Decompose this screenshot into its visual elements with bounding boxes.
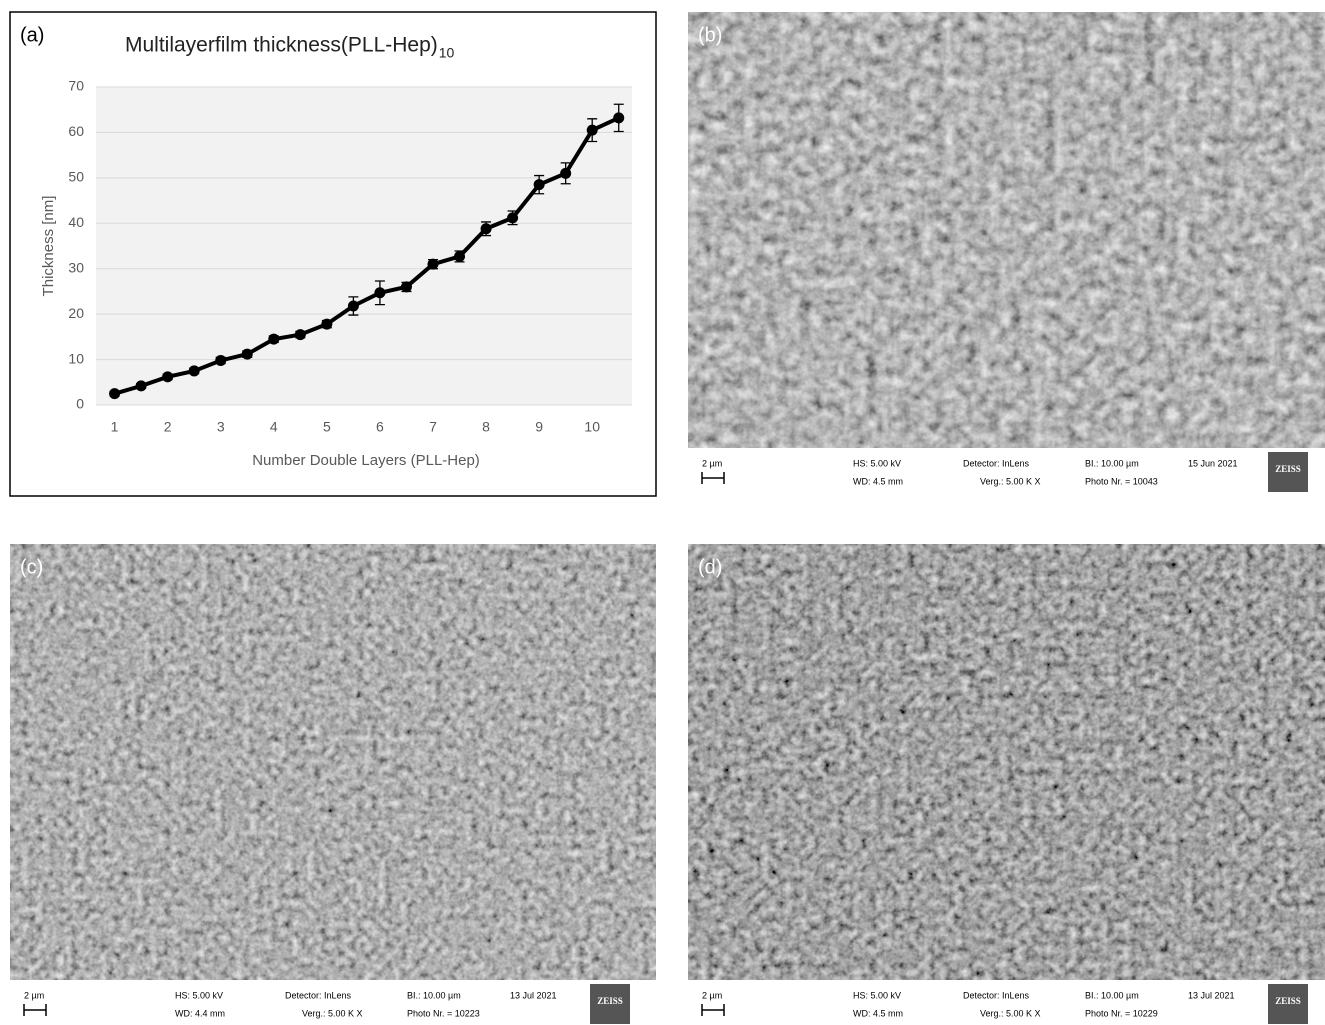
data-point bbox=[241, 348, 253, 360]
logo: ZEISS bbox=[597, 996, 623, 1006]
info-detector: Detector: InLens bbox=[963, 990, 1030, 1000]
y-tick-label: 60 bbox=[68, 123, 84, 139]
scale-label: 2 µm bbox=[702, 458, 722, 468]
y-tick-label: 40 bbox=[68, 214, 84, 230]
info-bi: BI.: 10.00 µm bbox=[1085, 990, 1139, 1000]
info-photo: Photo Nr. = 10229 bbox=[1085, 1008, 1158, 1018]
data-point bbox=[268, 333, 280, 345]
sem-image bbox=[10, 544, 656, 980]
panel-label: (b) bbox=[698, 24, 722, 46]
y-tick-label: 30 bbox=[68, 259, 84, 275]
scale-bar bbox=[23, 1004, 47, 1016]
info-hs: HS: 5.00 kV bbox=[853, 990, 901, 1000]
x-axis-label: Number Double Layers (PLL-Hep) bbox=[252, 452, 480, 469]
sem-image bbox=[688, 544, 1325, 980]
y-tick-label: 0 bbox=[76, 396, 84, 412]
x-tick-label: 9 bbox=[535, 419, 543, 435]
data-point bbox=[533, 179, 545, 191]
data-point bbox=[215, 354, 227, 366]
scale-bar bbox=[701, 1004, 725, 1016]
y-tick-label: 70 bbox=[68, 78, 84, 94]
scale-label: 2 µm bbox=[702, 990, 722, 1000]
x-tick-label: 4 bbox=[270, 419, 278, 435]
x-tick-label: 5 bbox=[323, 419, 331, 435]
info-bi: BI.: 10.00 µm bbox=[407, 990, 461, 1000]
x-tick-label: 3 bbox=[217, 419, 225, 435]
data-point bbox=[188, 365, 200, 377]
data-point bbox=[586, 124, 598, 136]
logo: ZEISS bbox=[1275, 464, 1301, 474]
x-tick-label: 7 bbox=[429, 419, 437, 435]
x-tick-label: 1 bbox=[111, 419, 119, 435]
logo: ZEISS bbox=[1275, 996, 1301, 1006]
y-tick-label: 10 bbox=[68, 350, 84, 366]
info-wd: WD: 4.5 mm bbox=[853, 476, 903, 486]
panel-label: (c) bbox=[20, 556, 43, 578]
x-tick-label: 10 bbox=[584, 419, 600, 435]
info-verg: Verg.: 5.00 K X bbox=[302, 1008, 363, 1018]
info-date: 13 Jul 2021 bbox=[1188, 990, 1235, 1000]
info-bi: BI.: 10.00 µm bbox=[1085, 458, 1139, 468]
data-point bbox=[347, 300, 359, 312]
data-point bbox=[613, 112, 625, 124]
panel-label: (d) bbox=[698, 556, 722, 578]
data-point bbox=[162, 371, 174, 383]
logo-box bbox=[1268, 452, 1308, 492]
y-tick-label: 50 bbox=[68, 169, 84, 185]
data-point bbox=[454, 250, 466, 262]
x-tick-label: 2 bbox=[164, 419, 172, 435]
info-bar bbox=[688, 980, 1325, 1025]
info-wd: WD: 4.5 mm bbox=[853, 1008, 903, 1018]
info-verg: Verg.: 5.00 K X bbox=[980, 1008, 1041, 1018]
data-point bbox=[427, 258, 439, 270]
plot-area bbox=[96, 87, 632, 405]
logo-box bbox=[1268, 984, 1308, 1024]
chart-title: Multilayerfilm thickness(PLL-Hep) bbox=[125, 34, 438, 57]
chart-title-subscript: 10 bbox=[439, 45, 455, 61]
x-tick-label: 6 bbox=[376, 419, 384, 435]
scale-bar bbox=[701, 472, 725, 484]
info-date: 13 Jul 2021 bbox=[510, 990, 557, 1000]
y-tick-label: 20 bbox=[68, 305, 84, 321]
panel-label: (a) bbox=[20, 24, 44, 46]
info-verg: Verg.: 5.00 K X bbox=[980, 476, 1041, 486]
data-point bbox=[294, 329, 306, 341]
info-detector: Detector: InLens bbox=[285, 990, 352, 1000]
info-hs: HS: 5.00 kV bbox=[175, 990, 223, 1000]
data-point bbox=[321, 318, 333, 330]
info-date: 15 Jun 2021 bbox=[1188, 458, 1238, 468]
info-bar bbox=[688, 448, 1325, 496]
info-detector: Detector: InLens bbox=[963, 458, 1030, 468]
info-photo: Photo Nr. = 10043 bbox=[1085, 476, 1158, 486]
logo-box bbox=[590, 984, 630, 1024]
data-point bbox=[135, 380, 147, 392]
info-wd: WD: 4.4 mm bbox=[175, 1008, 225, 1018]
info-hs: HS: 5.00 kV bbox=[853, 458, 901, 468]
data-point bbox=[374, 287, 386, 299]
data-point bbox=[560, 167, 572, 179]
data-point bbox=[109, 388, 121, 400]
data-point bbox=[480, 223, 492, 235]
y-axis-label: Thickness [nm] bbox=[40, 196, 57, 297]
x-tick-label: 8 bbox=[482, 419, 490, 435]
info-photo: Photo Nr. = 10223 bbox=[407, 1008, 480, 1018]
scale-label: 2 µm bbox=[24, 990, 44, 1000]
sem-image bbox=[688, 12, 1325, 448]
info-bar bbox=[10, 980, 656, 1025]
data-point bbox=[400, 281, 412, 293]
data-point bbox=[507, 212, 519, 224]
